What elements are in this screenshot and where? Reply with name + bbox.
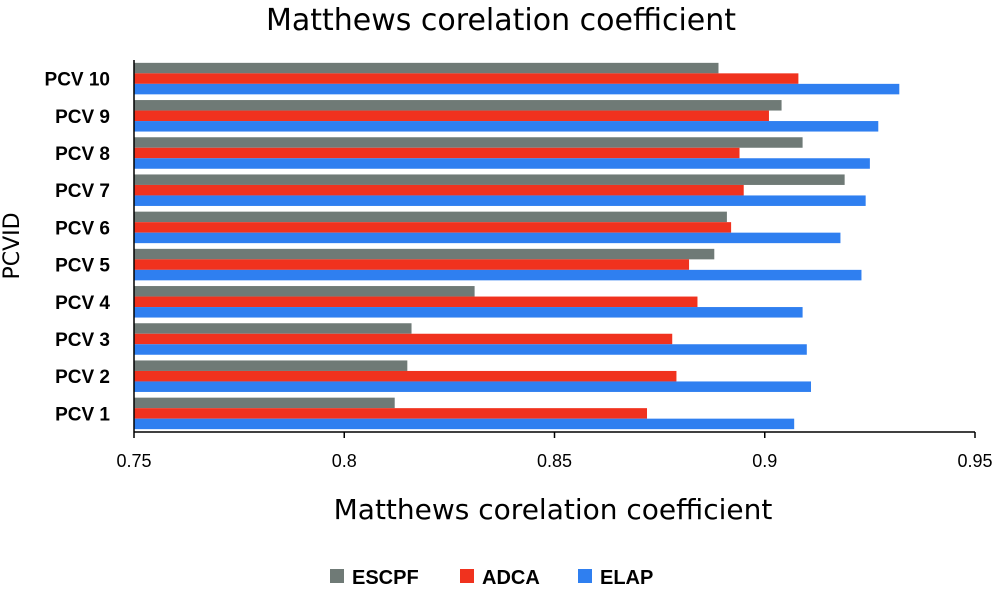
legend-label-adca: ADCA <box>482 567 540 589</box>
bar-adca-pcv-6 <box>134 222 732 233</box>
category-label: PCV 1 <box>55 404 110 425</box>
bar-elap-pcv-8 <box>134 158 870 169</box>
bar-escpf-pcv-2 <box>134 360 408 371</box>
bar-adca-pcv-8 <box>134 147 740 159</box>
bar-elap-pcv-9 <box>134 121 879 132</box>
bar-adca-pcv-2 <box>134 370 677 382</box>
legend: ESCPF ADCA ELAP <box>330 567 653 589</box>
x-tick-label: 0.8 <box>332 451 357 471</box>
legend-swatch-adca <box>460 569 474 583</box>
bar-escpf-pcv-7 <box>134 174 845 185</box>
bar-elap-pcv-2 <box>134 381 812 392</box>
category-label: PCV 10 <box>45 70 110 91</box>
category-label: PCV 5 <box>55 256 110 277</box>
category-label: PCV 9 <box>55 107 110 128</box>
bar-elap-pcv-4 <box>134 307 803 318</box>
bar-escpf-pcv-10 <box>134 62 719 74</box>
bar-adca-pcv-1 <box>134 408 648 419</box>
x-tick-label: 0.9 <box>752 451 777 471</box>
category-label: PCV 3 <box>55 330 110 351</box>
bar-escpf-pcv-3 <box>134 323 412 334</box>
bar-adca-pcv-10 <box>134 73 799 84</box>
x-tick-labels: 0.75 0.8 0.85 0.9 0.95 <box>116 432 993 471</box>
category-label: PCV 2 <box>55 367 110 388</box>
bar-escpf-pcv-8 <box>134 137 803 148</box>
bar-adca-pcv-3 <box>134 333 673 345</box>
bar-elap-pcv-3 <box>134 344 807 355</box>
bar-elap-pcv-6 <box>134 232 841 244</box>
x-tick-label: 0.75 <box>116 451 151 471</box>
bar-adca-pcv-5 <box>134 259 690 270</box>
legend-label-elap: ELAP <box>600 567 653 589</box>
category-label: PCV 6 <box>55 218 110 239</box>
bar-escpf-pcv-5 <box>134 248 715 260</box>
bar-elap-pcv-5 <box>134 269 862 281</box>
legend-label-escpf: ESCPF <box>352 567 419 589</box>
x-axis-label: Matthews corelation coefficient <box>334 493 773 526</box>
bar-escpf-pcv-4 <box>134 286 475 297</box>
bar-elap-pcv-1 <box>134 418 795 430</box>
category-labels: PCV 1 PCV 2 PCV 3 PCV 4 PCV 5 PCV 6 PCV 7 PCV 8… <box>45 70 111 426</box>
bar-elap-pcv-10 <box>134 83 900 95</box>
x-tick-label: 0.95 <box>957 451 992 471</box>
bars-group <box>134 62 900 430</box>
bar-adca-pcv-4 <box>134 296 698 308</box>
bar-adca-pcv-7 <box>134 184 744 196</box>
legend-swatch-escpf <box>330 569 344 583</box>
category-label: PCV 4 <box>55 293 110 314</box>
category-label: PCV 8 <box>55 144 110 165</box>
category-label: PCV 7 <box>55 181 110 202</box>
legend-swatch-elap <box>578 569 592 583</box>
bar-escpf-pcv-1 <box>134 397 395 409</box>
chart-title: Matthews corelation coefficient <box>266 3 736 38</box>
bar-adca-pcv-9 <box>134 110 769 122</box>
x-tick-label: 0.85 <box>537 451 572 471</box>
bar-elap-pcv-7 <box>134 195 866 206</box>
bar-escpf-pcv-9 <box>134 100 782 111</box>
bar-escpf-pcv-6 <box>134 211 727 223</box>
y-axis-label: PCVID <box>0 212 25 279</box>
